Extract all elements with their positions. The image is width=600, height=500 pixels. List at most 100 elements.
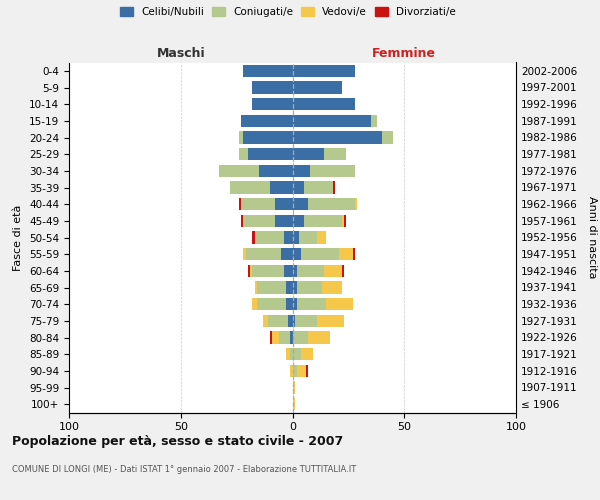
Bar	[293, 164, 310, 177]
Bar	[293, 64, 355, 77]
Bar	[324, 264, 341, 277]
Bar	[290, 348, 293, 360]
Bar	[230, 181, 270, 194]
Bar	[219, 164, 259, 177]
Bar	[293, 231, 299, 244]
Bar	[301, 248, 340, 260]
Text: Maschi: Maschi	[157, 47, 205, 60]
Bar	[293, 314, 295, 327]
Y-axis label: Fasce di età: Fasce di età	[13, 204, 23, 270]
Bar	[248, 264, 250, 277]
Bar	[297, 364, 306, 377]
Bar	[344, 214, 346, 227]
Bar	[286, 348, 290, 360]
Bar	[272, 331, 279, 344]
Bar	[341, 214, 344, 227]
Bar	[270, 331, 272, 344]
Bar	[290, 331, 293, 344]
Bar	[293, 348, 301, 360]
Bar	[293, 214, 304, 227]
Bar	[293, 114, 371, 127]
Bar	[297, 281, 322, 293]
Bar	[244, 64, 293, 77]
Bar	[340, 248, 353, 260]
Bar	[293, 398, 295, 410]
Bar	[355, 198, 358, 210]
Bar	[308, 198, 355, 210]
Bar	[244, 131, 293, 144]
Bar	[293, 298, 297, 310]
Bar	[326, 298, 353, 310]
Bar	[241, 114, 293, 127]
Bar	[333, 181, 335, 194]
Bar	[239, 198, 241, 210]
Bar	[306, 364, 308, 377]
Bar	[299, 231, 317, 244]
Bar	[382, 131, 393, 144]
Bar	[371, 114, 377, 127]
Bar	[275, 214, 293, 227]
Bar	[263, 314, 268, 327]
Bar	[284, 264, 293, 277]
Bar	[241, 198, 275, 210]
Bar	[244, 248, 245, 260]
Bar	[297, 298, 326, 310]
Bar	[252, 81, 293, 94]
Bar	[290, 364, 293, 377]
Bar	[293, 381, 295, 394]
Bar	[341, 264, 344, 277]
Bar	[295, 314, 317, 327]
Bar	[308, 331, 331, 344]
Bar	[293, 81, 341, 94]
Bar	[293, 264, 297, 277]
Bar	[254, 231, 284, 244]
Bar	[257, 298, 286, 310]
Bar	[293, 331, 308, 344]
Bar	[353, 248, 355, 260]
Bar	[252, 264, 284, 277]
Bar	[293, 198, 308, 210]
Bar	[270, 181, 293, 194]
Bar	[286, 281, 293, 293]
Text: Femmine: Femmine	[372, 47, 436, 60]
Bar	[284, 231, 293, 244]
Bar	[317, 231, 326, 244]
Bar	[268, 314, 288, 327]
Bar	[275, 198, 293, 210]
Bar	[241, 214, 244, 227]
Bar	[252, 298, 257, 310]
Bar	[257, 281, 286, 293]
Bar	[250, 264, 252, 277]
Bar	[293, 131, 382, 144]
Bar	[293, 148, 324, 160]
Bar	[322, 281, 341, 293]
Bar	[293, 364, 297, 377]
Legend: Celibi/Nubili, Coniugati/e, Vedovi/e, Divorziati/e: Celibi/Nubili, Coniugati/e, Vedovi/e, Di…	[118, 5, 458, 20]
Bar	[244, 214, 275, 227]
Bar	[248, 148, 293, 160]
Bar	[317, 314, 344, 327]
Bar	[310, 164, 355, 177]
Bar	[288, 314, 293, 327]
Bar	[239, 131, 244, 144]
Bar	[293, 281, 297, 293]
Bar	[286, 298, 293, 310]
Bar	[324, 148, 346, 160]
Bar	[297, 264, 324, 277]
Bar	[304, 214, 341, 227]
Text: COMUNE DI LONGI (ME) - Dati ISTAT 1° gennaio 2007 - Elaborazione TUTTITALIA.IT: COMUNE DI LONGI (ME) - Dati ISTAT 1° gen…	[12, 465, 356, 474]
Bar	[245, 248, 281, 260]
Bar	[281, 248, 293, 260]
Bar	[279, 331, 290, 344]
Bar	[252, 98, 293, 110]
Bar	[254, 281, 257, 293]
Bar	[252, 231, 254, 244]
Bar	[293, 98, 355, 110]
Y-axis label: Anni di nascita: Anni di nascita	[587, 196, 597, 278]
Bar	[293, 181, 304, 194]
Bar	[304, 181, 333, 194]
Bar	[301, 348, 313, 360]
Bar	[239, 148, 248, 160]
Bar	[293, 248, 301, 260]
Text: Popolazione per età, sesso e stato civile - 2007: Popolazione per età, sesso e stato civil…	[12, 435, 343, 448]
